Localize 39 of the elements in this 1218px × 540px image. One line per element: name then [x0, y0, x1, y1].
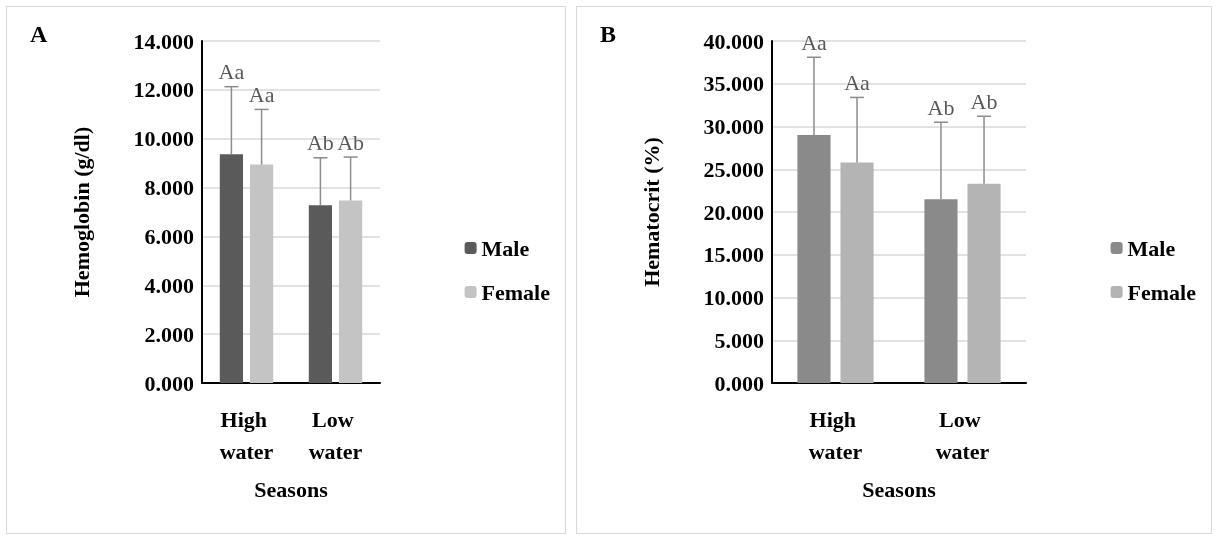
y-tick-label: 5.000	[714, 327, 764, 353]
x-axis-title: Seasons	[862, 476, 937, 502]
legend-label: Male	[1127, 235, 1176, 261]
annotation: Aa	[248, 81, 275, 107]
y-tick-label: 30.000	[703, 114, 764, 139]
annotation: Aa	[218, 59, 245, 85]
y-tick-label: 10.000	[133, 126, 194, 152]
annotation: Ab	[337, 129, 365, 155]
chart-title: B	[600, 21, 617, 47]
y-tick-label: 40.000	[703, 28, 764, 54]
annotation: Ab	[306, 130, 334, 156]
x-tick-label: High water	[219, 406, 274, 464]
legend-label: Male	[481, 235, 530, 261]
x-tick-label: High water	[808, 406, 863, 464]
y-tick-label: 10.000	[703, 285, 764, 310]
y-tick-label: 14.000	[133, 28, 194, 54]
annotation: Aa	[844, 69, 871, 95]
y-tick-label: 20.000	[703, 199, 764, 225]
y-tick-label: 0.000	[714, 370, 764, 396]
annotation: Ab	[927, 94, 955, 120]
y-axis-title: Hemoglobin (g/dl)	[68, 126, 94, 298]
x-tick-label: Low water	[308, 406, 363, 464]
y-tick-label: 6.000	[144, 223, 194, 249]
annotation: Ab	[970, 88, 998, 114]
annotation: Aa	[801, 29, 828, 55]
chart-title: A	[30, 21, 48, 47]
y-tick-label: 15.000	[703, 242, 764, 268]
y-tick-label: 2.000	[144, 321, 194, 347]
legend-label: Female	[481, 279, 551, 305]
y-tick-label: 35.000	[703, 71, 764, 97]
legend-label: Female	[1127, 279, 1197, 305]
x-axis-title: Seasons	[254, 476, 329, 502]
x-tick-label: Low water	[935, 406, 990, 464]
y-tick-label: 4.000	[144, 272, 194, 298]
y-axis-title: Hematocrit (%)	[638, 137, 664, 287]
y-tick-label: 8.000	[144, 175, 194, 201]
y-tick-label: 25.000	[703, 156, 764, 182]
y-tick-label: 12.000	[133, 77, 194, 103]
y-tick-label: 0.000	[144, 370, 194, 396]
